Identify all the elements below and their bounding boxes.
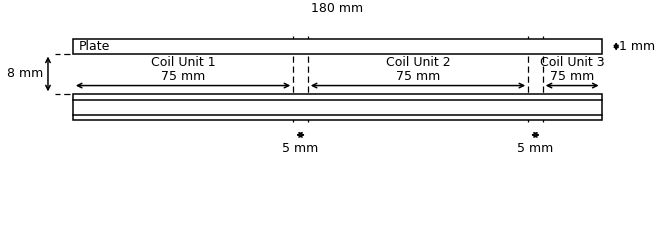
Text: 75 mm: 75 mm [396,70,440,83]
Text: 5 mm: 5 mm [282,142,318,155]
Text: Coil Unit 1: Coil Unit 1 [151,56,215,69]
Text: 8 mm: 8 mm [7,67,43,80]
Text: 180 mm: 180 mm [311,2,363,15]
Text: 1 mm: 1 mm [619,40,655,53]
Text: 5 mm: 5 mm [517,142,553,155]
Text: 75 mm: 75 mm [161,70,205,83]
Text: Coil Unit 3: Coil Unit 3 [540,56,605,69]
Bar [73,39,601,54]
Text: 75 mm: 75 mm [550,70,594,83]
Bar [73,94,601,120]
Text: Coil Unit 2: Coil Unit 2 [386,56,450,69]
Text: Plate: Plate [79,40,110,53]
